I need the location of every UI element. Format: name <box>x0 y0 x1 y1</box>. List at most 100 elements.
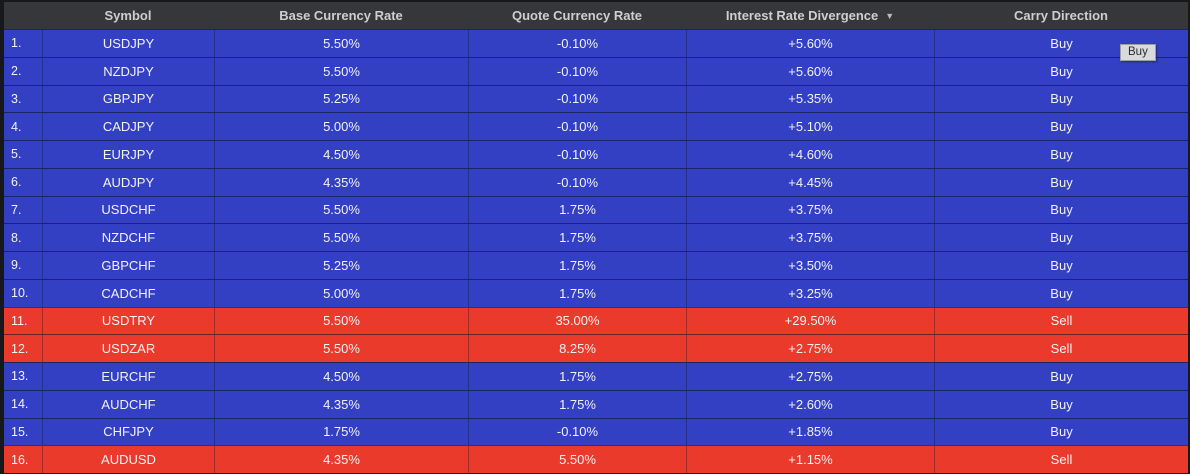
base-rate-cell: 4.35% <box>214 168 468 196</box>
symbol-cell: NZDJPY <box>42 57 214 85</box>
row-number-cell: 12. <box>11 341 29 356</box>
quote-rate-cell: 1.75% <box>468 224 686 251</box>
table-row[interactable]: 11. USDTRY 5.50% 35.00% +29.50% Sell <box>4 306 1188 335</box>
column-header-number <box>4 2 42 29</box>
screener-table: Symbol Base Currency Rate Quote Currency… <box>4 2 1188 473</box>
base-rate-cell: 4.35% <box>214 390 468 418</box>
carry-direction-cell: Buy <box>934 30 1188 57</box>
row-number-cell: 5. <box>11 147 22 162</box>
quote-rate-cell: -0.10% <box>468 113 686 140</box>
table-row[interactable]: 8. NZDCHF 5.50% 1.75% +3.75% Buy <box>4 223 1188 251</box>
quote-rate-cell: -0.10% <box>468 418 686 446</box>
column-header-carry-direction[interactable]: Carry Direction <box>1014 8 1108 23</box>
table-row[interactable]: 6. AUDJPY 4.35% -0.10% +4.45% Buy <box>4 167 1188 196</box>
base-rate-cell: 5.50% <box>214 57 468 85</box>
column-header-interest-rate-divergence[interactable]: Interest Rate Divergence ▼ <box>686 2 934 29</box>
carry-direction-cell: Buy <box>934 363 1188 390</box>
table-row[interactable]: 12. USDZAR 5.50% 8.25% +2.75% Sell <box>4 334 1188 362</box>
symbol-cell: CHFJPY <box>42 418 214 446</box>
table-row[interactable]: 1. USDJPY 5.50% -0.10% +5.60% Buy <box>4 29 1188 57</box>
tooltip: Buy <box>1120 44 1156 61</box>
divergence-cell: +2.75% <box>686 335 934 362</box>
quote-rate-cell: -0.10% <box>468 168 686 196</box>
table-row[interactable]: 13. EURCHF 4.50% 1.75% +2.75% Buy <box>4 362 1188 390</box>
divergence-cell: +2.75% <box>686 363 934 390</box>
symbol-cell: AUDUSD <box>42 446 214 473</box>
divergence-cell: +3.25% <box>686 279 934 307</box>
table-row[interactable]: 16. AUDUSD 4.35% 5.50% +1.15% Sell <box>4 445 1188 473</box>
divergence-cell: +5.60% <box>686 57 934 85</box>
column-header-quote-currency-rate[interactable]: Quote Currency Rate <box>511 8 643 23</box>
symbol-cell: GBPJPY <box>42 85 214 113</box>
base-rate-cell: 1.75% <box>214 418 468 446</box>
divergence-cell: +5.60% <box>686 30 934 57</box>
row-number-cell: 8. <box>11 230 22 245</box>
table-row[interactable]: 9. GBPCHF 5.25% 1.75% +3.50% Buy <box>4 251 1188 279</box>
row-number-cell: 14. <box>11 397 29 412</box>
column-header-symbol[interactable]: Symbol <box>104 8 152 23</box>
base-rate-cell: 5.50% <box>214 307 468 335</box>
divergence-cell: +4.60% <box>686 141 934 168</box>
table-row[interactable]: 10. CADCHF 5.00% 1.75% +3.25% Buy <box>4 278 1188 307</box>
row-number-cell: 4. <box>11 119 22 134</box>
divergence-cell: +1.15% <box>686 446 934 473</box>
row-number-cell: 10. <box>11 286 29 301</box>
carry-direction-cell: Buy <box>934 141 1188 168</box>
divergence-cell: +4.45% <box>686 168 934 196</box>
symbol-cell: NZDCHF <box>42 224 214 251</box>
symbol-cell: USDCHF <box>42 196 214 224</box>
table-row[interactable]: 7. USDCHF 5.50% 1.75% +3.75% Buy <box>4 195 1188 224</box>
table-row[interactable]: 2. NZDJPY 5.50% -0.10% +5.60% Buy <box>4 56 1188 85</box>
quote-rate-cell: -0.10% <box>468 85 686 113</box>
quote-rate-cell: -0.10% <box>468 57 686 85</box>
row-number-cell: 1. <box>11 36 22 51</box>
symbol-cell: USDTRY <box>42 307 214 335</box>
divergence-cell: +3.75% <box>686 224 934 251</box>
row-number-cell: 3. <box>11 91 22 106</box>
base-rate-cell: 5.50% <box>214 224 468 251</box>
carry-direction-cell: Sell <box>934 446 1188 473</box>
carry-direction-cell: Buy <box>934 57 1188 85</box>
divergence-cell: +29.50% <box>686 307 934 335</box>
carry-direction-cell: Buy <box>934 113 1188 140</box>
table-row[interactable]: 15. CHFJPY 1.75% -0.10% +1.85% Buy <box>4 417 1188 446</box>
base-rate-cell: 5.50% <box>214 335 468 362</box>
base-rate-cell: 4.35% <box>214 446 468 473</box>
base-rate-cell: 5.00% <box>214 113 468 140</box>
quote-rate-cell: 35.00% <box>468 307 686 335</box>
row-number-cell: 16. <box>11 452 29 467</box>
quote-rate-cell: 1.75% <box>468 252 686 279</box>
base-rate-cell: 5.50% <box>214 196 468 224</box>
carry-direction-cell: Buy <box>934 418 1188 446</box>
column-header-base-currency-rate[interactable]: Base Currency Rate <box>279 8 403 23</box>
table-row[interactable]: 14. AUDCHF 4.35% 1.75% +2.60% Buy <box>4 389 1188 418</box>
row-number-cell: 7. <box>11 202 22 217</box>
base-rate-cell: 4.50% <box>214 363 468 390</box>
carry-direction-cell: Sell <box>934 307 1188 335</box>
row-number-cell: 9. <box>11 258 22 273</box>
symbol-cell: USDJPY <box>42 30 214 57</box>
quote-rate-cell: 1.75% <box>468 390 686 418</box>
symbol-cell: USDZAR <box>42 335 214 362</box>
table-row[interactable]: 5. EURJPY 4.50% -0.10% +4.60% Buy <box>4 140 1188 168</box>
divergence-cell: +5.35% <box>686 85 934 113</box>
symbol-cell: EURCHF <box>42 363 214 390</box>
table-row[interactable]: 4. CADJPY 5.00% -0.10% +5.10% Buy <box>4 112 1188 140</box>
carry-direction-cell: Buy <box>934 224 1188 251</box>
quote-rate-cell: -0.10% <box>468 30 686 57</box>
symbol-cell: GBPCHF <box>42 252 214 279</box>
base-rate-cell: 5.50% <box>214 30 468 57</box>
carry-direction-cell: Buy <box>934 168 1188 196</box>
carry-direction-cell: Sell <box>934 335 1188 362</box>
carry-direction-cell: Buy <box>934 196 1188 224</box>
carry-direction-cell: Buy <box>934 390 1188 418</box>
base-rate-cell: 5.25% <box>214 85 468 113</box>
base-rate-cell: 5.25% <box>214 252 468 279</box>
divergence-cell: +2.60% <box>686 390 934 418</box>
divergence-cell: +3.50% <box>686 252 934 279</box>
table-row[interactable]: 3. GBPJPY 5.25% -0.10% +5.35% Buy <box>4 84 1188 113</box>
carry-direction-cell: Buy <box>934 85 1188 113</box>
symbol-cell: CADCHF <box>42 279 214 307</box>
table-body: 1. USDJPY 5.50% -0.10% +5.60% Buy 2. NZD… <box>4 29 1188 473</box>
